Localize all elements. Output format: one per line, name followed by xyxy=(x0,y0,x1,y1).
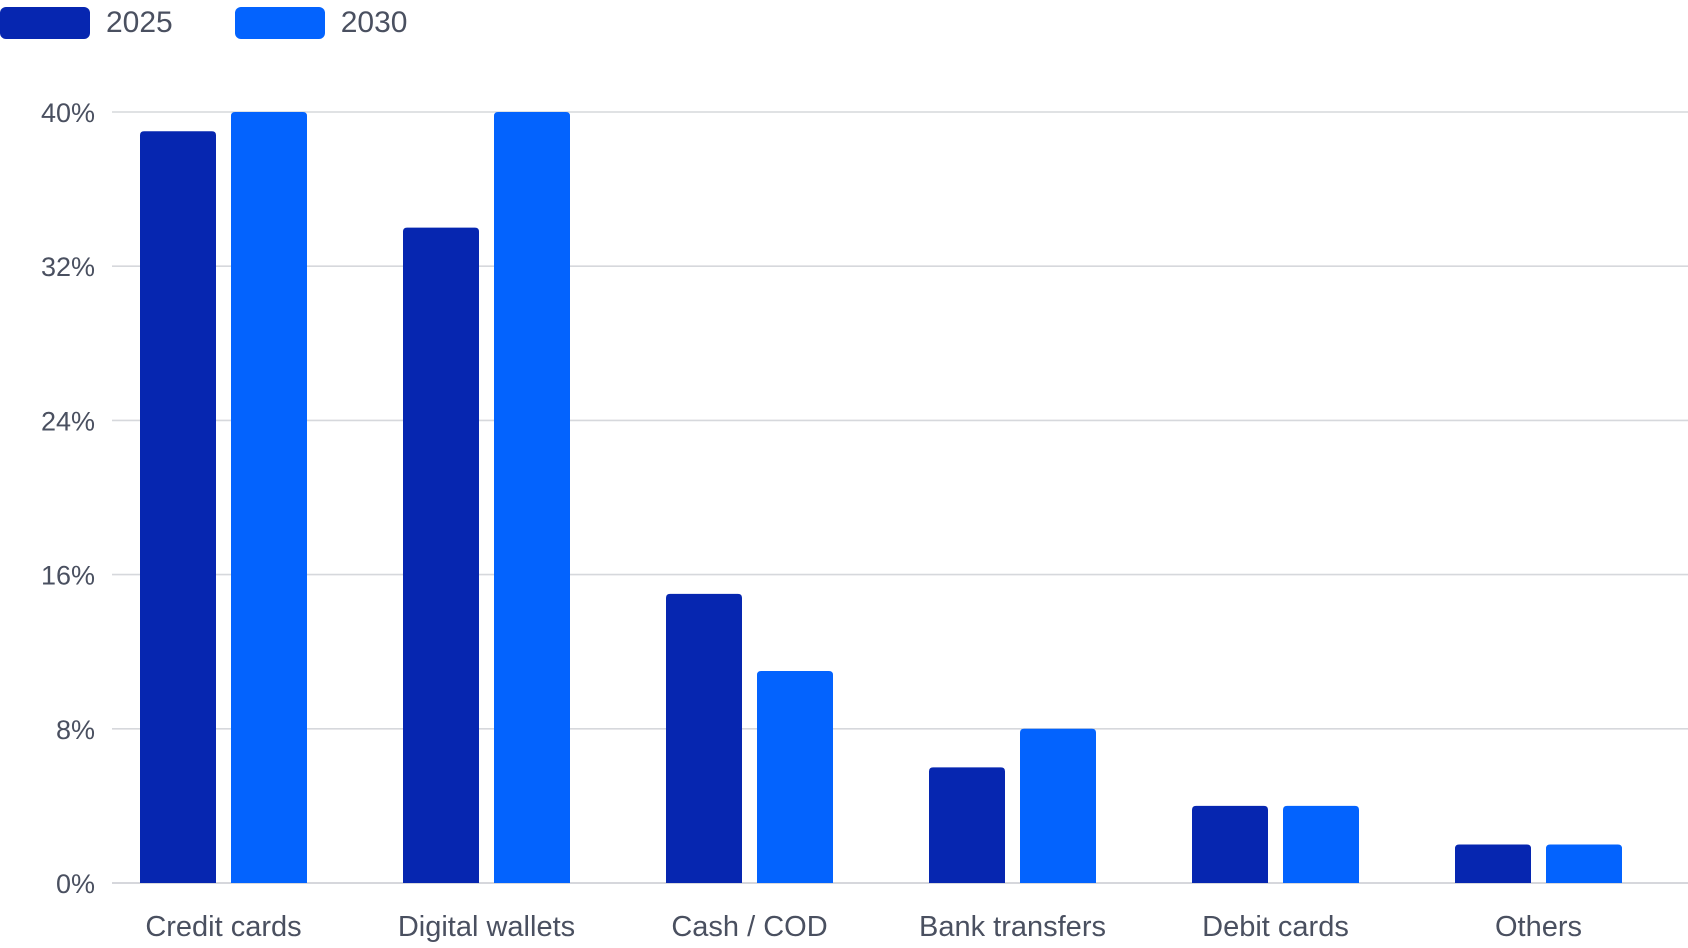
legend-swatch-2025 xyxy=(0,7,90,39)
bar-2030-0 xyxy=(231,112,307,883)
x-category-label: Digital wallets xyxy=(398,911,575,943)
bar-2025-0 xyxy=(140,131,216,883)
bar-2030-3 xyxy=(1020,728,1096,883)
y-tick-label: 24% xyxy=(41,406,95,436)
bar-2025-2 xyxy=(666,593,742,883)
bar-2025-3 xyxy=(929,767,1005,883)
legend-item-2030: 2030 xyxy=(234,6,408,40)
bar-2025-1 xyxy=(403,227,479,883)
legend-label-2025: 2025 xyxy=(106,6,173,39)
bar-2025-4 xyxy=(1192,805,1268,883)
y-tick-label: 16% xyxy=(41,561,95,591)
y-tick-label: 8% xyxy=(56,715,95,745)
x-category-label: Debit cards xyxy=(1202,911,1349,943)
bar-2025-5 xyxy=(1455,844,1531,883)
bar-2030-1 xyxy=(494,112,570,883)
bar-2030-5 xyxy=(1546,844,1622,883)
y-tick-label: 32% xyxy=(41,252,95,282)
legend-label-2030: 2030 xyxy=(340,6,408,39)
y-tick-label: 40% xyxy=(41,98,95,128)
x-category-label: Others xyxy=(1495,911,1582,943)
legend-item-2025: 2025 xyxy=(0,6,173,40)
x-category-label: Cash / COD xyxy=(671,911,827,943)
bar-2030-4 xyxy=(1283,805,1359,883)
x-category-label: Bank transfers xyxy=(919,911,1106,943)
y-tick-label: 0% xyxy=(56,869,95,899)
legend-swatch-2030 xyxy=(234,7,325,39)
legend: 2025 2030 xyxy=(0,6,470,40)
bar-2030-2 xyxy=(757,670,833,883)
x-category-label: Credit cards xyxy=(145,911,301,943)
